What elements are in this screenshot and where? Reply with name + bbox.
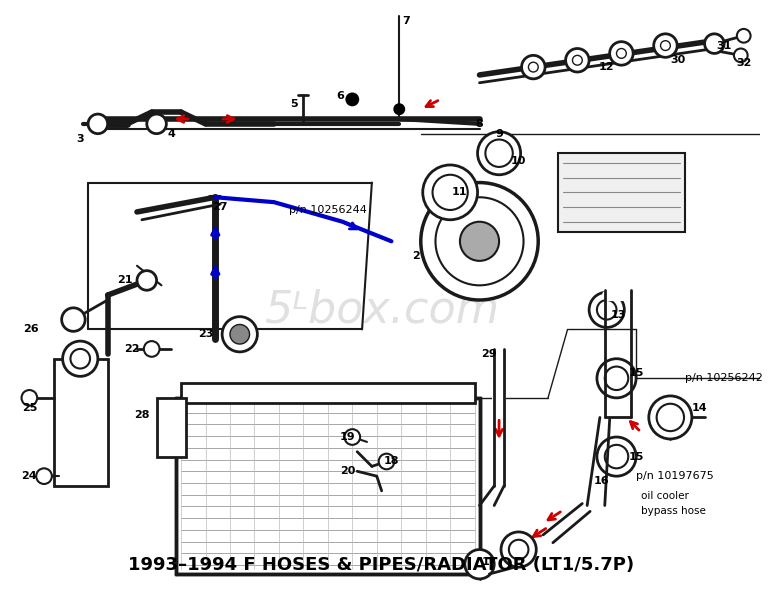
Circle shape xyxy=(61,308,85,331)
Circle shape xyxy=(649,396,692,439)
Text: 32: 32 xyxy=(736,58,751,68)
Text: 11: 11 xyxy=(452,188,468,197)
Text: 30: 30 xyxy=(671,55,686,66)
Circle shape xyxy=(566,49,589,72)
Circle shape xyxy=(610,41,633,65)
Circle shape xyxy=(347,94,358,105)
Text: 28: 28 xyxy=(134,410,150,421)
Circle shape xyxy=(734,49,747,63)
Circle shape xyxy=(435,197,524,285)
Text: 16: 16 xyxy=(594,476,610,486)
Text: 10: 10 xyxy=(511,156,526,166)
Text: p/n 10256242: p/n 10256242 xyxy=(685,373,763,383)
Circle shape xyxy=(521,55,545,79)
Bar xyxy=(176,398,479,574)
Circle shape xyxy=(465,549,494,579)
Text: 7: 7 xyxy=(402,16,410,26)
Circle shape xyxy=(460,222,499,261)
Circle shape xyxy=(37,468,52,484)
Circle shape xyxy=(528,63,538,72)
Circle shape xyxy=(597,300,616,320)
Circle shape xyxy=(501,532,536,567)
Text: 24: 24 xyxy=(22,471,37,481)
Text: 13: 13 xyxy=(611,310,626,320)
Bar xyxy=(157,398,186,457)
Bar xyxy=(181,383,475,403)
Circle shape xyxy=(137,270,157,290)
Text: 31: 31 xyxy=(716,41,732,50)
Circle shape xyxy=(88,114,108,133)
Circle shape xyxy=(616,49,626,58)
Text: 25: 25 xyxy=(22,403,37,413)
Circle shape xyxy=(737,29,751,43)
Circle shape xyxy=(378,454,395,469)
Text: 4: 4 xyxy=(167,129,175,139)
Text: 23: 23 xyxy=(198,329,213,339)
Text: 6: 6 xyxy=(336,91,344,102)
Circle shape xyxy=(605,445,629,468)
Text: 27: 27 xyxy=(212,202,228,212)
Circle shape xyxy=(509,540,528,560)
Text: 26: 26 xyxy=(23,325,39,334)
Circle shape xyxy=(597,359,636,398)
Text: 21: 21 xyxy=(117,275,133,285)
Text: 1993–1994 F HOSES & PIPES/RADIATOR (LT1/5.7P): 1993–1994 F HOSES & PIPES/RADIATOR (LT1/… xyxy=(127,556,634,574)
Circle shape xyxy=(22,390,37,406)
Circle shape xyxy=(573,55,582,65)
Text: 22: 22 xyxy=(124,344,140,354)
Circle shape xyxy=(589,292,625,328)
Circle shape xyxy=(395,105,404,114)
Bar xyxy=(558,153,685,231)
Circle shape xyxy=(63,341,98,376)
Circle shape xyxy=(653,34,678,57)
Text: p/n 10256244: p/n 10256244 xyxy=(289,205,367,215)
Text: 15: 15 xyxy=(629,368,644,379)
Circle shape xyxy=(657,404,684,431)
Text: bypass hose: bypass hose xyxy=(641,507,706,516)
Text: 19: 19 xyxy=(340,432,355,442)
Circle shape xyxy=(344,429,360,445)
Text: 20: 20 xyxy=(340,466,355,476)
Text: 14: 14 xyxy=(692,403,708,413)
Circle shape xyxy=(597,437,636,476)
Circle shape xyxy=(423,165,478,220)
Circle shape xyxy=(71,349,90,368)
Text: 29: 29 xyxy=(482,349,497,359)
Text: 15: 15 xyxy=(629,451,644,462)
Bar xyxy=(54,359,108,486)
Circle shape xyxy=(230,325,249,344)
Circle shape xyxy=(705,34,724,53)
Circle shape xyxy=(421,183,538,300)
Circle shape xyxy=(660,41,671,50)
Text: 5ᴸbox.com: 5ᴸbox.com xyxy=(264,288,499,331)
Circle shape xyxy=(222,317,257,352)
Text: 18: 18 xyxy=(384,457,399,466)
Circle shape xyxy=(433,175,468,210)
Text: 8: 8 xyxy=(476,119,483,129)
Circle shape xyxy=(486,139,513,167)
Circle shape xyxy=(605,367,629,390)
Text: oil cooler: oil cooler xyxy=(641,491,689,501)
Text: 5: 5 xyxy=(290,99,298,109)
Circle shape xyxy=(147,114,166,133)
Text: 9: 9 xyxy=(495,129,503,139)
Text: p/n 10197675: p/n 10197675 xyxy=(636,471,714,481)
Text: 17: 17 xyxy=(482,557,497,567)
Circle shape xyxy=(144,341,159,357)
Circle shape xyxy=(478,132,521,175)
Text: 3: 3 xyxy=(76,133,84,144)
Text: 2: 2 xyxy=(412,251,420,261)
Text: 12: 12 xyxy=(599,62,615,72)
